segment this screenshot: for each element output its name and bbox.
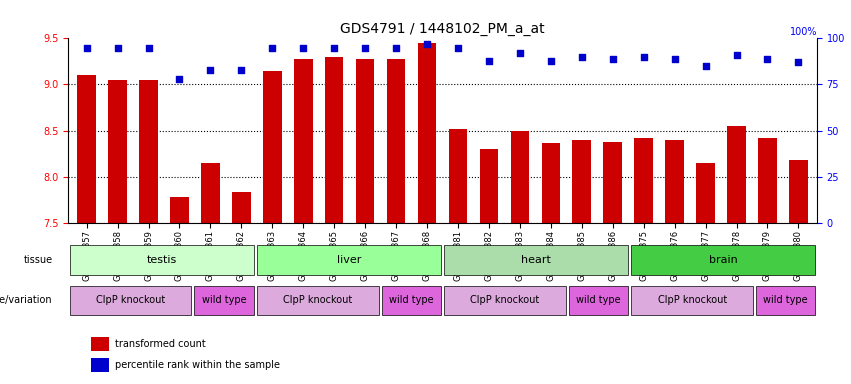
Text: liver: liver [337, 255, 361, 265]
Point [420, 41, 434, 47]
Bar [108, 80, 127, 223]
Bar [232, 192, 251, 223]
FancyBboxPatch shape [631, 245, 815, 275]
Point [451, 45, 465, 51]
Bar [263, 71, 282, 223]
Point [699, 63, 712, 69]
Text: wild type: wild type [202, 295, 247, 306]
FancyBboxPatch shape [444, 286, 566, 315]
Point [544, 58, 557, 64]
Text: wild type: wild type [576, 295, 621, 306]
Point [575, 54, 589, 60]
Text: wild type: wild type [763, 295, 808, 306]
Bar [573, 140, 591, 223]
FancyBboxPatch shape [70, 245, 254, 275]
FancyBboxPatch shape [756, 286, 815, 315]
Point [203, 67, 217, 73]
Bar [448, 129, 467, 223]
Bar [90, 337, 109, 351]
Bar [634, 138, 653, 223]
Text: percentile rank within the sample: percentile rank within the sample [115, 360, 279, 370]
Bar [387, 59, 405, 223]
FancyBboxPatch shape [568, 286, 628, 315]
Text: genotype/variation: genotype/variation [0, 295, 53, 306]
Bar [90, 358, 109, 372]
FancyBboxPatch shape [257, 286, 379, 315]
FancyBboxPatch shape [70, 286, 191, 315]
Bar [170, 197, 189, 223]
Text: ClpP knockout: ClpP knockout [471, 295, 540, 306]
Bar [77, 75, 96, 223]
Point [111, 45, 124, 51]
Point [761, 56, 774, 62]
Point [606, 56, 620, 62]
Text: wild type: wild type [389, 295, 434, 306]
Bar [201, 163, 220, 223]
Text: heart: heart [521, 255, 551, 265]
Bar [294, 59, 312, 223]
FancyBboxPatch shape [194, 286, 254, 315]
Point [266, 45, 279, 51]
Bar [541, 142, 560, 223]
Text: ClpP knockout: ClpP knockout [658, 295, 727, 306]
Bar [418, 43, 437, 223]
Text: 100%: 100% [790, 27, 817, 37]
Point [328, 45, 341, 51]
FancyBboxPatch shape [381, 286, 441, 315]
Bar [356, 59, 374, 223]
Point [668, 56, 682, 62]
Text: transformed count: transformed count [115, 339, 205, 349]
Bar [789, 160, 808, 223]
Bar [511, 131, 529, 223]
Point [80, 45, 94, 51]
FancyBboxPatch shape [444, 245, 628, 275]
Text: brain: brain [709, 255, 738, 265]
Text: tissue: tissue [23, 255, 53, 265]
Point [142, 45, 156, 51]
Point [513, 50, 527, 56]
Title: GDS4791 / 1448102_PM_a_at: GDS4791 / 1448102_PM_a_at [340, 22, 545, 36]
Point [483, 58, 496, 64]
Point [729, 52, 743, 58]
Bar [728, 126, 745, 223]
Point [791, 59, 805, 65]
FancyBboxPatch shape [631, 286, 753, 315]
Point [358, 45, 372, 51]
Point [637, 54, 650, 60]
Bar [480, 149, 498, 223]
Point [235, 67, 248, 73]
Text: ClpP knockout: ClpP knockout [96, 295, 165, 306]
Text: testis: testis [146, 255, 177, 265]
Bar [140, 80, 157, 223]
Bar [758, 138, 777, 223]
Bar [325, 57, 344, 223]
Point [296, 45, 310, 51]
Point [389, 45, 403, 51]
FancyBboxPatch shape [257, 245, 441, 275]
Bar [696, 163, 715, 223]
Bar [665, 140, 684, 223]
Bar [603, 142, 622, 223]
Text: ClpP knockout: ClpP knockout [283, 295, 352, 306]
Point [173, 76, 186, 82]
